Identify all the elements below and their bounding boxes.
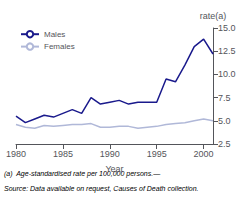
svg-text:15.0: 15.0 <box>218 23 236 33</box>
svg-text:10.0: 10.0 <box>218 69 236 79</box>
svg-text:12.5: 12.5 <box>218 46 236 56</box>
svg-text:Year: Year <box>105 164 123 174</box>
svg-text:2.5: 2.5 <box>218 139 231 149</box>
svg-text:1990: 1990 <box>100 149 120 159</box>
svg-text:1980: 1980 <box>6 149 26 159</box>
svg-text:7.5: 7.5 <box>218 93 231 103</box>
svg-text:1995: 1995 <box>147 149 167 159</box>
svg-text:2000: 2000 <box>194 149 214 159</box>
svg-text:5.0: 5.0 <box>218 116 231 126</box>
svg-text:rate(a): rate(a) <box>200 11 227 21</box>
svg-text:1985: 1985 <box>53 149 73 159</box>
svg-text:Females: Females <box>44 42 75 51</box>
svg-text:Males: Males <box>44 30 65 39</box>
svg-text:Source: Data available on requ: Source: Data available on request, Cause… <box>4 185 199 193</box>
svg-text:(a) Age-standardised rate per: (a) Age-standardised rate per 100,000 pe… <box>4 170 161 178</box>
